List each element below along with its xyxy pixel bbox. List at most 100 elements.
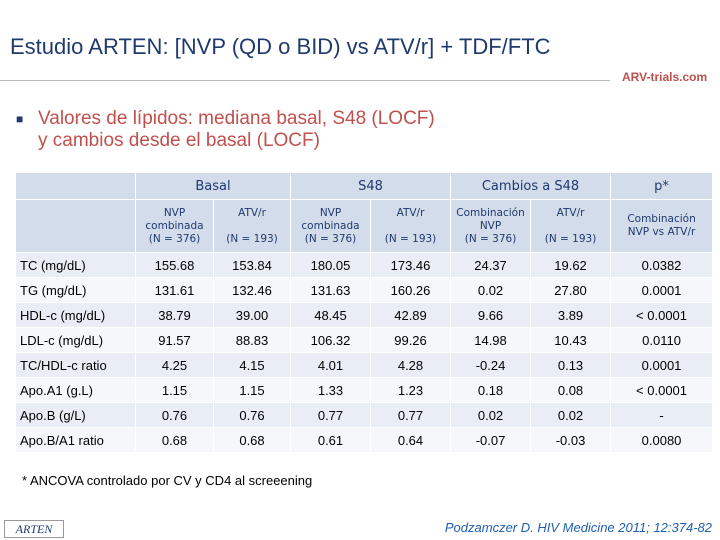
cell: 27.80 <box>530 277 612 303</box>
cell: 0.18 <box>450 377 532 403</box>
cell: 1.15 <box>213 377 291 403</box>
data-row: Apo.B/A1 ratio 0.68 0.68 0.61 0.64 -0.07 -0.03… <box>15 427 714 453</box>
cell: 155.68 <box>135 252 214 278</box>
subheader-name: Combinación <box>627 213 696 225</box>
title: Estudio ARTEN: [NVP (QD o BID) vs ATV/r]… <box>10 34 551 59</box>
cell: 24.37 <box>450 252 532 278</box>
subheader-n: (N = 193) <box>226 232 278 245</box>
cell: 0.68 <box>213 427 291 453</box>
row-label: TC/HDL-c ratio <box>15 352 136 378</box>
cell: 0.02 <box>450 402 532 428</box>
cell: 0.0001 <box>610 277 714 303</box>
subheader: ATV/r (N = 193) <box>530 199 612 253</box>
row-label: Apo.B/A1 ratio <box>15 427 136 453</box>
group-header-row: Basal S48 Cambios a S48 p* <box>15 172 714 200</box>
subheader: Combinación NVP vs ATV/r <box>610 199 714 253</box>
subheader-n: (N = 193) <box>544 232 597 245</box>
cell: 0.61 <box>290 427 371 453</box>
subheader-name: NVP vs ATV/r <box>627 226 696 238</box>
subheader-n: (N = 376) <box>304 232 357 245</box>
cell: 0.13 <box>530 352 612 378</box>
logo: ARV-trials.com <box>622 70 708 84</box>
citation: Podzamczer D. HIV Medicine 2011; 12:374-… <box>444 520 712 535</box>
cell: 0.68 <box>135 427 214 453</box>
cell: 0.76 <box>135 402 214 428</box>
group-header: p* <box>610 172 714 200</box>
cell: 10.43 <box>530 327 612 353</box>
subheader-name: ATV/r <box>396 206 425 219</box>
corner-cell <box>15 199 136 253</box>
cell: -0.24 <box>450 352 532 378</box>
footnote: * ANCOVA controlado por CV y CD4 al scre… <box>22 473 313 488</box>
subheader-n: (N = 193) <box>384 232 437 245</box>
spacer <box>214 220 290 233</box>
cell: 0.0110 <box>610 327 714 353</box>
data-row: TG (mg/dL) 131.61 132.46 131.63 160.26 0.02 27… <box>15 277 714 303</box>
cell: 0.77 <box>369 402 452 428</box>
subheader-name: combinada <box>301 219 360 232</box>
cell: 160.26 <box>369 277 452 303</box>
cell: 1.33 <box>290 377 371 403</box>
cell: 132.46 <box>213 277 291 303</box>
bullet-line: Valores de lípidos: mediana basal, S48 (… <box>38 108 435 129</box>
row-label: HDL-c (mg/dL) <box>15 302 136 328</box>
cell: 0.77 <box>290 402 371 428</box>
bullet-line: y cambios desde el basal (LOCF) <box>38 130 320 151</box>
subheader-name: combinada <box>145 219 204 232</box>
cell: 0.0382 <box>610 252 714 278</box>
subheader-row: NVP combinada (N = 376) ATV/r (N = 193) NVP co… <box>15 199 714 253</box>
group-header: Basal <box>135 172 291 200</box>
subheader: ATV/r (N = 193) <box>213 199 291 253</box>
subheader: ATV/r (N = 193) <box>369 199 452 253</box>
cell: 1.23 <box>369 377 452 403</box>
cell: 39.00 <box>213 302 291 328</box>
subheader-name: NVP <box>163 206 186 219</box>
subheader: NVP combinada (N = 376) <box>135 199 214 253</box>
data-row: Apo.B (g/L) 0.76 0.76 0.77 0.77 0.02 0.02- <box>15 402 714 428</box>
lipid-table: Basal S48 Cambios a S48 p* NVP combinada (N = … <box>15 172 714 453</box>
footer-badge: ARTEN <box>4 520 64 538</box>
cell: 0.0001 <box>610 352 714 378</box>
cell: 180.05 <box>290 252 371 278</box>
cell: 3.89 <box>530 302 612 328</box>
cell: 19.62 <box>530 252 612 278</box>
cell: -0.03 <box>530 427 612 453</box>
bullet: ■ Valores de lípidos: mediana basal, S48… <box>16 108 435 152</box>
subheader-name: Combinación <box>456 206 525 219</box>
title-rule <box>0 80 610 81</box>
cell: < 0.0001 <box>610 377 714 403</box>
cell: 38.79 <box>135 302 214 328</box>
cell: 173.46 <box>369 252 452 278</box>
subheader-n: (N = 376) <box>148 232 201 245</box>
data-row: TC (mg/dL) 155.68 153.84 180.05 173.46 24.37 1… <box>15 252 714 278</box>
cell: 4.25 <box>135 352 214 378</box>
subheader-name: NVP <box>479 219 502 232</box>
subheader-name: ATV/r <box>238 206 266 219</box>
cell: 131.63 <box>290 277 371 303</box>
subheader: Combinación NVP (N = 376) <box>450 199 532 253</box>
cell: 4.15 <box>213 352 291 378</box>
cell: 0.76 <box>213 402 291 428</box>
data-row: HDL-c (mg/dL) 38.79 39.00 48.45 42.89 9.66 3.8… <box>15 302 714 328</box>
cell: < 0.0001 <box>610 302 714 328</box>
row-label: Apo.A1 (g.L) <box>15 377 136 403</box>
cell: 99.26 <box>369 327 452 353</box>
cell: 106.32 <box>290 327 371 353</box>
cell: 91.57 <box>135 327 214 353</box>
cell: 14.98 <box>450 327 532 353</box>
row-label: TG (mg/dL) <box>15 277 136 303</box>
cell: 0.08 <box>530 377 612 403</box>
row-label: TC (mg/dL) <box>15 252 136 278</box>
group-header: S48 <box>289 172 452 200</box>
subheader-n: (N = 376) <box>464 232 517 245</box>
row-label: Apo.B (g/L) <box>15 402 136 428</box>
cell: 131.61 <box>135 277 214 303</box>
cell: 0.02 <box>450 277 532 303</box>
cell: 48.45 <box>290 302 371 328</box>
spacer <box>531 220 610 233</box>
cell: 153.84 <box>213 252 291 278</box>
data-row: Apo.A1 (g.L) 1.15 1.15 1.33 1.23 0.18 0.08 < 0.… <box>15 377 714 403</box>
bullet-marker: ■ <box>16 112 24 126</box>
cell: 42.89 <box>369 302 452 328</box>
